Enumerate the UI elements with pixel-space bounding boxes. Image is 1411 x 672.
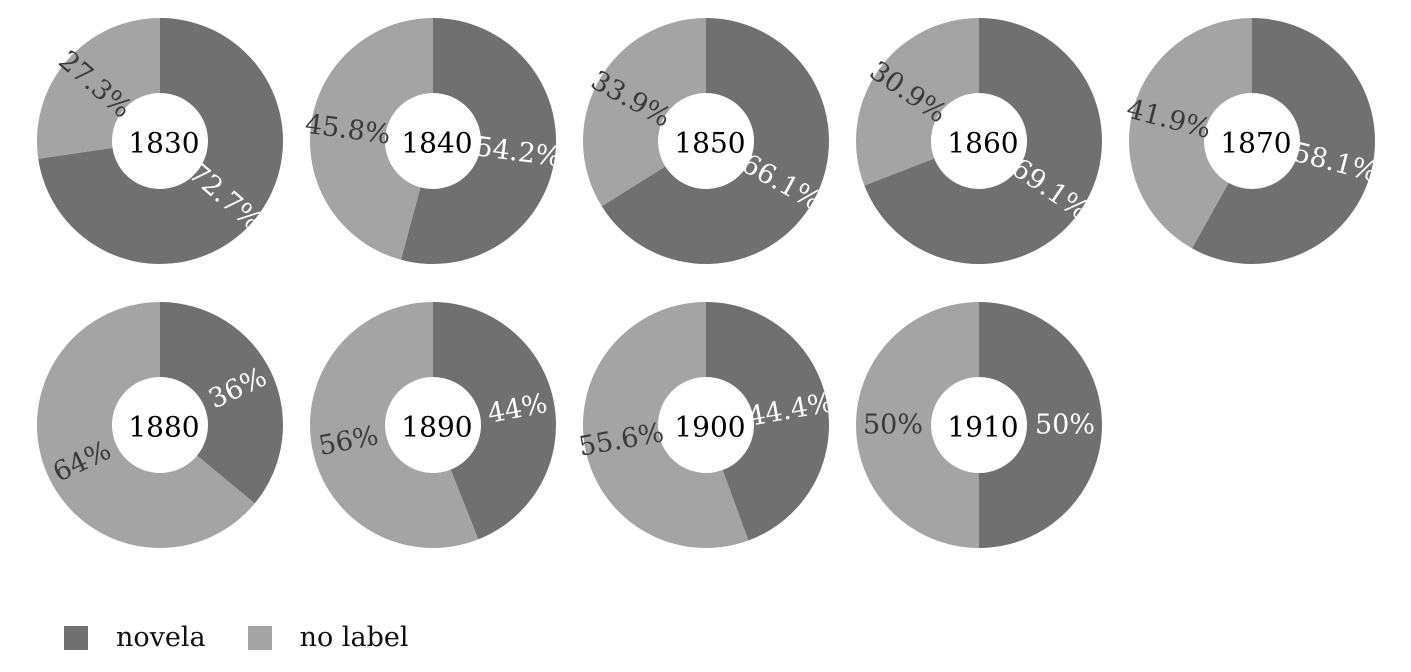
legend: novela no label [64,622,450,653]
slice-novela-1860 [864,18,1102,264]
legend-swatch-no-label [247,625,272,650]
donut-title-1870: 1870 [1220,127,1291,160]
slice-novela-1840 [400,18,557,265]
donut-title-1860: 1860 [947,127,1018,160]
slice-no-label-1850 [582,18,706,207]
donut-title-1830: 1830 [128,127,199,160]
legend-label-no-label: no label [299,622,409,653]
slice-novela-1910 [979,302,1102,548]
donut-chart-1880: 36%64%1880 [36,301,283,549]
slice-novela-1830 [38,18,284,264]
donut-chart-1900: 44.4%55.6% 1900 [576,302,836,548]
donut-chart-1910: 50% 50% 1910 [856,302,1102,548]
donut-title-1890: 1890 [401,411,472,444]
legend-swatch-novela [64,625,88,650]
legend-item-novela: novela [64,622,206,653]
slice-novela-1890 [433,302,556,540]
slice-novela-1850 [601,18,829,264]
donut-title-1900: 1900 [674,411,745,444]
donut-chart-1840: 54.2%45.8% 1840 [303,18,563,265]
donut-chart-1860: 69.1%30.9%1860 [855,18,1102,264]
slice-no-label-1880 [36,301,255,549]
donut-title-1880: 1880 [128,411,199,444]
slice-novela-1870 [1192,18,1375,264]
donut-chart-1850: 66.1%33.9%1850 [582,18,829,264]
donut-title-1850: 1850 [674,127,745,160]
slice-label-novela-1910: 50% [1035,410,1095,441]
slice-label-no-label-1910: 50% [863,410,923,441]
donut-title-1840: 1840 [401,127,472,160]
donut-chart-1890: 44%56% 1890 [310,302,556,548]
slice-novela-1880 [160,302,283,504]
donut-chart-1870: 58.1%41.9% 1870 [1123,18,1381,264]
legend-label-novela: novela [116,622,206,653]
donut-title-1910: 1910 [947,411,1018,444]
slice-no-label-1830 [37,18,160,159]
slice-no-label-1900 [583,302,749,548]
slice-no-label-1890 [310,302,479,548]
slice-no-label-1860 [855,18,979,186]
slice-novela-1900 [706,302,830,541]
legend-item-no-label: no label [247,622,409,653]
slice-no-label-1910 [856,302,979,548]
donut-chart-1830: 72.7%27.3%1830 [37,18,284,264]
slice-no-label-1840 [310,18,433,260]
donut-charts-grid: 72.7%27.3%1830 54.2%45.8% 184066.1%33.9%18… [36,18,1381,549]
slice-no-label-1870 [1128,18,1252,249]
